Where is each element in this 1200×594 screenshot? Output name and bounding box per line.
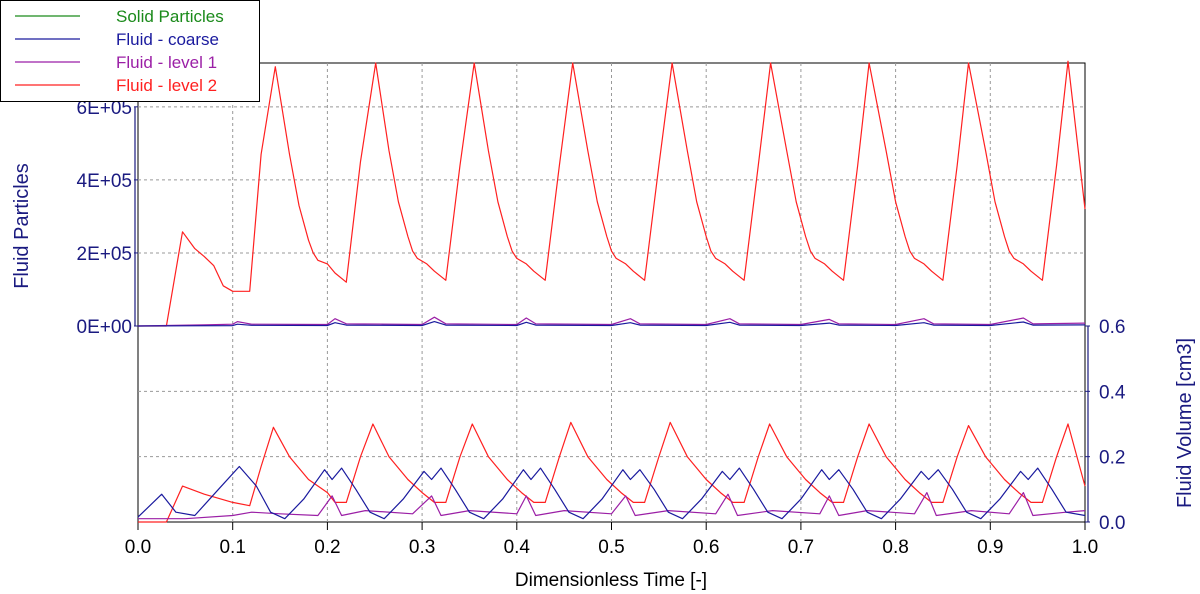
x-tick-label: 1.0: [1072, 537, 1098, 558]
x-tick-label: 0.4: [504, 537, 531, 558]
legend-label-fluid-level1: Fluid - level 1: [116, 53, 217, 72]
particles-series-fluid-coarse: [137, 321, 1086, 327]
legend-label-solid-particles: Solid Particles: [116, 7, 224, 26]
legend-label-fluid-coarse: Fluid - coarse: [116, 30, 219, 49]
bottom-y-tick-label: 0.6: [1099, 317, 1125, 338]
particles-series-fluid-level-1: [137, 316, 1086, 327]
particles-series-fluid-level-2: [138, 60, 1086, 327]
x-tick-label: 0.0: [125, 537, 151, 558]
x-tick-label: 0.1: [219, 537, 245, 558]
top-y-tick-label: 2E+05: [77, 244, 132, 265]
legend-label-fluid-level2: Fluid - level 2: [116, 76, 217, 95]
x-tick-label: 0.7: [788, 537, 814, 558]
x-tick-label: 0.9: [977, 537, 1003, 558]
top-y-tick-label: 0E+00: [77, 317, 132, 338]
volume-series-fluid-level-2: [138, 421, 1086, 523]
series-layer: [137, 60, 1086, 523]
volume-series-fluid-coarse: [137, 465, 1086, 520]
x-tick-label: 0.8: [882, 537, 908, 558]
top-y-tick-label: 4E+05: [77, 171, 132, 192]
x-tick-label: 0.2: [314, 537, 340, 558]
volume-series-fluid-level-1: [138, 492, 1086, 520]
bottom-y-tick-label: 0.4: [1099, 382, 1126, 403]
x-tick-label: 0.5: [598, 537, 624, 558]
y-axis-label-right: Fluid Volume [cm3]: [1174, 338, 1196, 508]
x-axis-label: Dimensionless Time [-]: [515, 570, 707, 591]
y-axis-label-left: Fluid Particles: [11, 163, 33, 289]
axes: 0.0 0.1 0.2 0.3 0.4 0.5 0.6 0.7 0.8 0.9 1.0 0E+00 2E…: [77, 98, 1126, 558]
grid: [138, 63, 1085, 522]
bottom-y-tick-label: 0.2: [1099, 448, 1125, 469]
x-tick-label: 0.6: [693, 537, 719, 558]
top-y-tick-label: 6E+05: [77, 98, 132, 119]
bottom-y-tick-label: 0.0: [1099, 513, 1125, 534]
legend: Solid Particles Fluid - coarse Fluid - l…: [0, 0, 260, 102]
x-tick-label: 0.3: [409, 537, 435, 558]
